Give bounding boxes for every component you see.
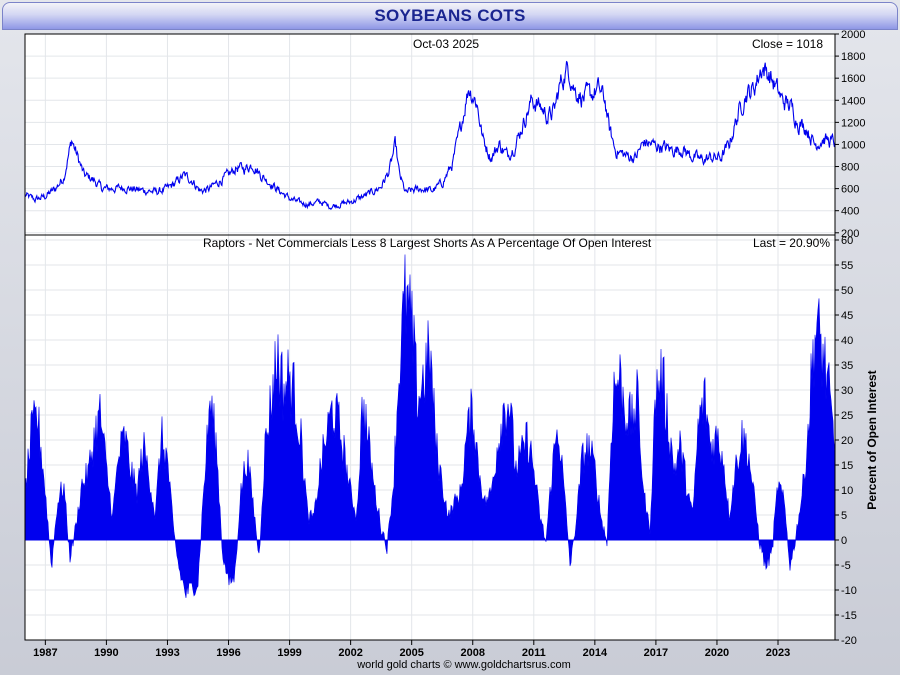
raptors-y-tick-label: -10: [841, 585, 857, 597]
x-tick-label: 2008: [460, 647, 484, 659]
x-tick-label: 1996: [216, 647, 240, 659]
raptors-y-tick-label: 45: [841, 310, 853, 322]
raptors-y-tick-label: 40: [841, 335, 853, 347]
raptors-y-tick-label: 60: [841, 235, 853, 247]
price-y-tick-label: 200: [841, 228, 859, 240]
x-tick-label: 1987: [33, 647, 57, 659]
x-tick-label: 2002: [338, 647, 362, 659]
price-y-ticks: 200 400 600 800 1000 1200 1400 1600 1800 2000: [835, 29, 865, 240]
raptors-y-tick-label: -15: [841, 610, 857, 622]
raptors-area: [24, 254, 836, 598]
price-y-tick-label: 400: [841, 206, 859, 218]
raptors-title: Raptors - Net Commercials Less 8 Largest…: [203, 236, 652, 250]
chart-title: SOYBEANS COTS: [374, 6, 526, 25]
raptors-y-tick-label: 35: [841, 360, 853, 372]
price-close-label: Close = 1018: [752, 37, 823, 51]
price-y-tick-label: 1600: [841, 73, 865, 85]
raptors-y-tick-label: 10: [841, 485, 853, 497]
x-tick-label: 2020: [705, 647, 729, 659]
raptors-y-tick-label: 20: [841, 435, 853, 447]
raptors-y-tick-label: 0: [841, 535, 847, 547]
raptors-y-tick-label: 50: [841, 285, 853, 297]
x-axis-ticks: 1987 1990 1993 1996 1999 2002 2005 2008 2011 2014…: [33, 640, 790, 659]
price-y-tick-label: 800: [841, 162, 859, 174]
x-tick-label: 1993: [155, 647, 179, 659]
x-tick-label: 2014: [583, 647, 608, 659]
raptors-panel: -20 -15 -10 -5 0 5 10 15 20 25 30 35 40 45 50 55 60 Rapt…: [24, 234, 879, 647]
x-tick-label: 2011: [522, 647, 546, 659]
raptors-series: [24, 254, 836, 598]
price-y-tick-label: 600: [841, 184, 859, 196]
raptors-y-tick-label: 55: [841, 260, 853, 272]
x-tick-label: 1999: [277, 647, 301, 659]
raptors-y-tick-label: 5: [841, 510, 847, 522]
price-grid: [25, 33, 835, 235]
price-line: [24, 60, 836, 211]
credit-line: world gold charts © www.goldchartsrus.co…: [356, 659, 571, 671]
raptors-y-ticks: -20 -15 -10 -5 0 5 10 15 20 25 30 35 40 45 50 55 60: [835, 235, 857, 647]
raptors-y-tick-label: 25: [841, 410, 853, 422]
x-tick-label: 2017: [644, 647, 668, 659]
raptors-y-tick-label: 15: [841, 460, 853, 472]
raptors-y-tick-label: -5: [841, 560, 851, 572]
raptors-y-axis-title: Percent of Open Interest: [865, 370, 879, 509]
raptors-y-tick-label: 30: [841, 385, 853, 397]
x-tick-label: 1990: [94, 647, 118, 659]
price-panel: 200 400 600 800 1000 1200 1400 1600 1800 2000 Oct…: [24, 29, 865, 240]
x-tick-label: 2005: [399, 647, 423, 659]
title-bar: SOYBEANS COTS: [2, 2, 898, 30]
price-series: [24, 60, 836, 211]
price-y-tick-label: 1800: [841, 51, 865, 63]
price-date-label: Oct-03 2025: [413, 37, 479, 51]
price-y-tick-label: 1400: [841, 95, 865, 107]
price-y-tick-label: 1000: [841, 139, 865, 151]
x-tick-label: 2023: [766, 647, 790, 659]
price-y-tick-label: 1200: [841, 117, 865, 129]
price-y-tick-label: 2000: [841, 29, 865, 41]
raptors-y-tick-label: -20: [841, 635, 857, 647]
raptors-last-label: Last = 20.90%: [753, 236, 830, 250]
